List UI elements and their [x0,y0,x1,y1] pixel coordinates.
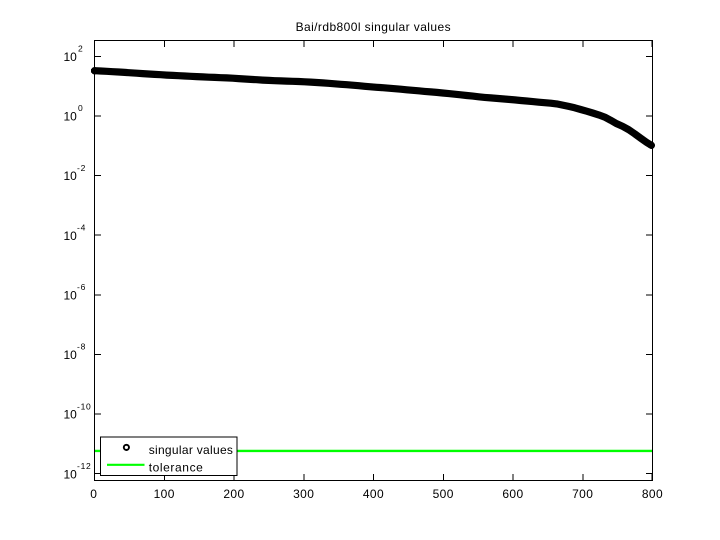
svg-text:800: 800 [642,487,663,501]
svg-text:singular values: singular values [149,443,234,457]
svg-text:700: 700 [572,487,593,501]
svg-text:100: 100 [154,487,175,501]
svg-text:-8: -8 [77,342,86,352]
svg-text:tolerance: tolerance [149,461,204,475]
svg-text:-12: -12 [77,461,92,471]
svg-text:10: 10 [64,50,78,64]
svg-text:-6: -6 [77,282,86,292]
svg-text:300: 300 [293,487,314,501]
svg-text:10: 10 [64,467,78,481]
svg-text:-2: -2 [77,163,86,173]
svg-text:-4: -4 [77,223,86,233]
svg-text:Bai/rdb800l singular values: Bai/rdb800l singular values [296,20,451,34]
svg-text:10: 10 [64,408,78,422]
svg-text:10: 10 [64,289,78,303]
svg-text:10: 10 [64,348,78,362]
svg-text:2: 2 [78,44,83,54]
svg-text:-10: -10 [77,401,92,411]
svg-text:0: 0 [90,487,97,501]
svg-text:10: 10 [64,229,78,243]
svg-text:400: 400 [363,487,384,501]
svg-text:600: 600 [502,487,523,501]
svg-text:200: 200 [223,487,244,501]
svg-text:500: 500 [433,487,454,501]
svg-text:10: 10 [64,110,78,124]
svg-text:10: 10 [64,169,78,183]
svg-text:0: 0 [78,103,83,113]
